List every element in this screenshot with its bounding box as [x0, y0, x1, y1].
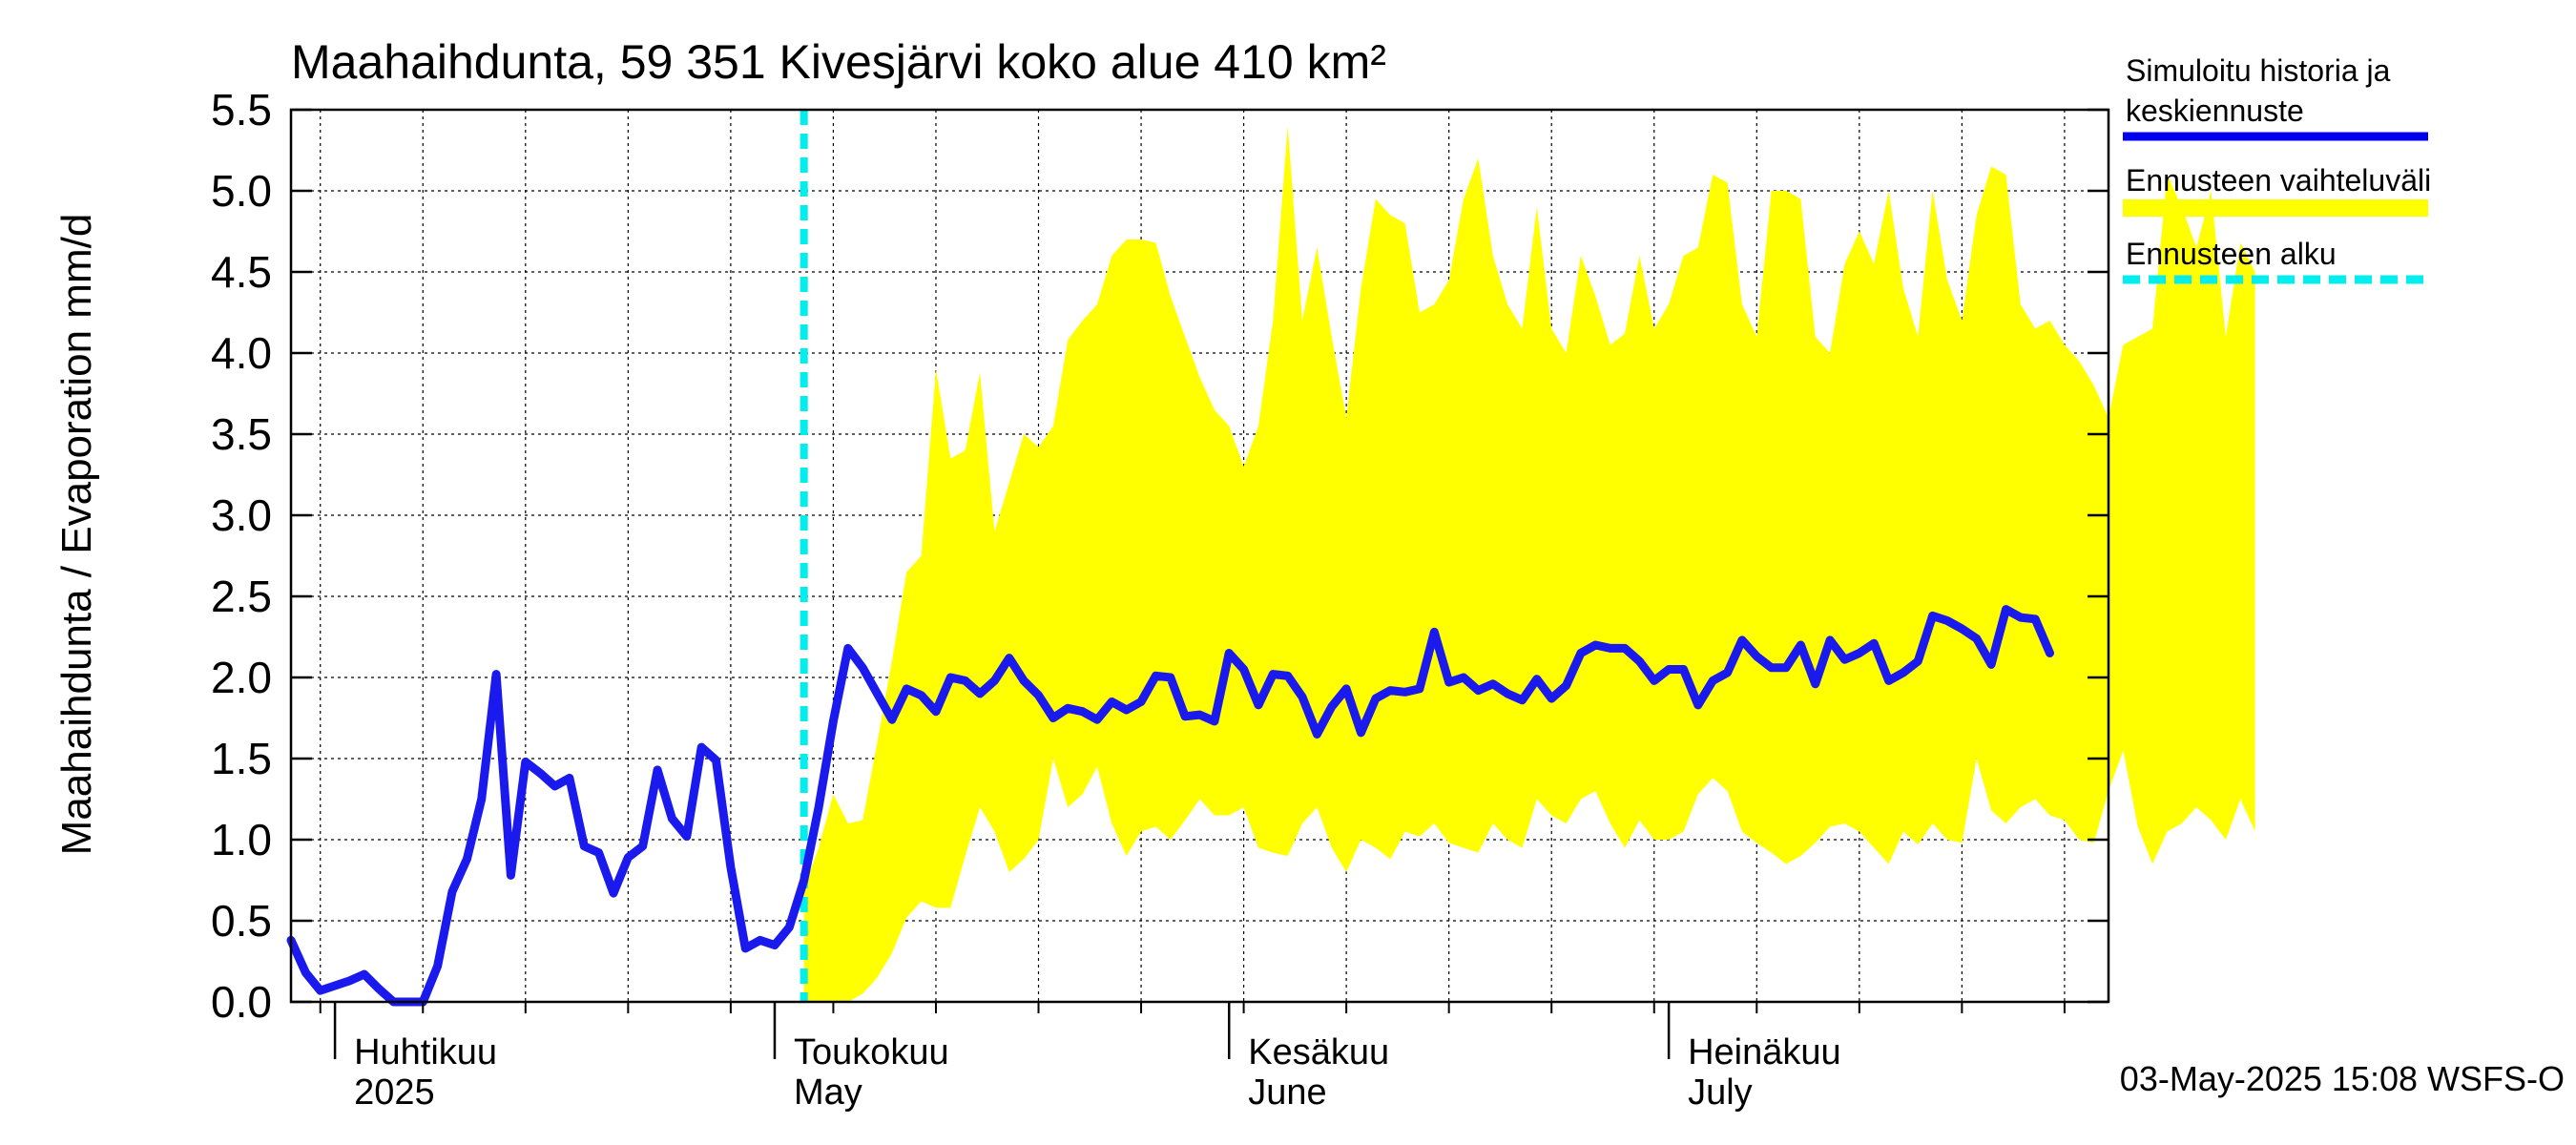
y-tick-label-9: 4.5 — [211, 247, 272, 297]
y-tick-label-4: 2.0 — [211, 653, 272, 702]
forecast-range-area — [803, 126, 2255, 1002]
x-month-label-fi-2: Kesäkuu — [1248, 1032, 1389, 1072]
y-axis-label: Maahaihdunta / Evaporation mm/d — [53, 214, 100, 856]
y-tick-label-11: 5.5 — [211, 85, 272, 135]
legend-item-0-line-1: Simuloitu historia ja — [2126, 53, 2391, 88]
y-tick-label-2: 1.0 — [211, 815, 272, 864]
legend-item-0-label: Simuloitu historia ja keskiennuste — [2126, 53, 2391, 128]
y-tick-label-6: 3.0 — [211, 490, 272, 540]
y-tick-label-3: 1.5 — [211, 734, 272, 783]
footer-timestamp: 03-May-2025 15:08 WSFS-O — [2120, 1059, 2565, 1098]
legend-item-1-label: Ennusteen vaihteluväli — [2126, 163, 2431, 198]
x-month-label-fi-3: Heinäkuu — [1688, 1032, 1841, 1072]
legend-item-2-label: Ennusteen alku — [2126, 237, 2337, 271]
y-tick-label-8: 4.0 — [211, 328, 272, 378]
y-tick-label-10: 5.0 — [211, 166, 272, 216]
y-axis-ticks: 0.0 0.5 1.0 1.5 2.0 2.5 3.0 3.5 4.0 4.5 5.0 5.5 — [211, 85, 2109, 1027]
x-month-label-fi-0: Huhtikuu — [354, 1032, 497, 1072]
median-series — [286, 605, 2054, 1007]
y-tick-label-1: 0.5 — [211, 896, 272, 946]
y-tick-label-5: 2.5 — [211, 572, 272, 621]
x-month-label-fi-1: Toukokuu — [794, 1032, 949, 1072]
x-month-label-en-2: June — [1248, 1072, 1326, 1113]
x-month-label-en-0: 2025 — [354, 1072, 435, 1113]
chart-title: Maahaihdunta, 59 351 Kivesjärvi koko alu… — [291, 35, 1386, 89]
median-line — [286, 605, 2054, 1007]
plot-frame — [289, 108, 2110, 1004]
forecast-range-band — [803, 126, 2255, 1002]
legend: Simuloitu historia ja keskiennuste Ennust… — [2123, 53, 2431, 284]
x-month-label-en-1: May — [794, 1072, 862, 1113]
axes — [289, 108, 2110, 1004]
x-month-label-en-3: July — [1688, 1072, 1753, 1113]
legend-item-0-line-2: keskiennuste — [2126, 94, 2304, 128]
y-tick-label-0: 0.0 — [211, 977, 272, 1027]
y-tick-label-7: 3.5 — [211, 409, 272, 459]
